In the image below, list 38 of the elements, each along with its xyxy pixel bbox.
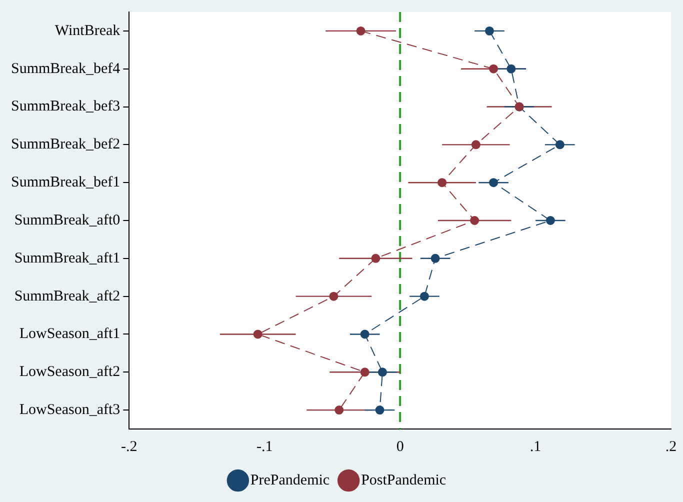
y-tick-label: WintBreak bbox=[54, 22, 121, 39]
point bbox=[378, 368, 387, 377]
point bbox=[356, 26, 366, 36]
x-tick-label: 0 bbox=[396, 438, 404, 455]
point bbox=[489, 64, 498, 74]
point bbox=[334, 406, 344, 415]
y-tick-label: LowSeason_aft1 bbox=[19, 326, 120, 342]
point bbox=[470, 216, 480, 225]
y-tick-label: SummBreak_bef1 bbox=[10, 174, 120, 191]
x-tick-label: .1 bbox=[530, 438, 542, 455]
point bbox=[253, 330, 262, 339]
x-tick-label: .2 bbox=[665, 438, 677, 455]
x-tick-label: -.2 bbox=[121, 438, 138, 455]
point bbox=[489, 178, 498, 188]
y-tick-label: SummBreak_bef4 bbox=[10, 60, 121, 77]
y-tick-label: SummBreak_bef2 bbox=[10, 136, 120, 153]
point bbox=[471, 140, 480, 150]
point bbox=[438, 178, 447, 188]
point bbox=[430, 254, 440, 263]
point bbox=[360, 368, 370, 377]
point bbox=[484, 26, 494, 36]
point bbox=[329, 292, 338, 301]
point bbox=[371, 254, 380, 263]
point bbox=[420, 292, 429, 301]
y-tick-label: SummBreak_aft2 bbox=[14, 288, 120, 304]
legend-label: PostPandemic bbox=[361, 472, 446, 488]
legend-label: PrePandemic bbox=[250, 472, 330, 488]
y-tick-label: SummBreak_bef3 bbox=[10, 98, 120, 115]
point bbox=[360, 330, 370, 339]
point bbox=[375, 406, 384, 415]
x-tick-label: -.1 bbox=[256, 438, 273, 455]
point bbox=[546, 216, 555, 225]
y-tick-label: LowSeason_aft3 bbox=[19, 402, 120, 418]
y-tick-label: SummBreak_aft0 bbox=[14, 212, 120, 228]
y-tick-label: SummBreak_aft1 bbox=[14, 250, 120, 266]
point bbox=[555, 140, 564, 150]
y-tick-label: LowSeason_aft2 bbox=[19, 364, 120, 380]
point bbox=[506, 64, 516, 74]
